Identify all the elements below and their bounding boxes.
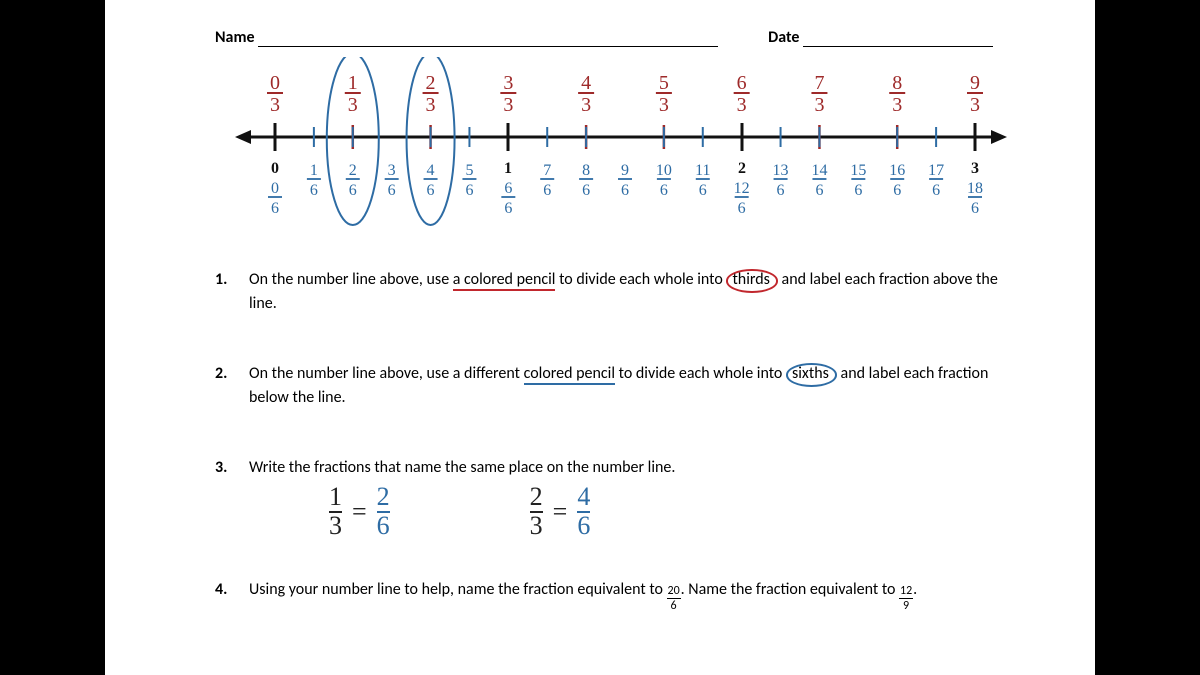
- svg-text:6: 6: [271, 200, 279, 217]
- svg-text:9: 9: [970, 72, 980, 94]
- svg-text:3: 3: [814, 94, 824, 116]
- svg-text:6: 6: [582, 182, 590, 199]
- question-3: 3. Write the fractions that name the sam…: [215, 457, 1005, 539]
- svg-text:6: 6: [465, 182, 473, 199]
- svg-text:16: 16: [889, 162, 905, 179]
- svg-text:15: 15: [850, 162, 866, 179]
- svg-text:10: 10: [656, 162, 672, 179]
- svg-text:6: 6: [504, 200, 512, 217]
- svg-text:0: 0: [270, 72, 280, 94]
- svg-text:8: 8: [892, 72, 902, 94]
- question-2: 2. On the number line above, use a diffe…: [215, 363, 1005, 409]
- svg-text:2: 2: [349, 162, 357, 179]
- svg-text:6: 6: [738, 200, 746, 217]
- svg-text:6: 6: [388, 182, 396, 199]
- svg-text:6: 6: [893, 182, 901, 199]
- question-4: 4. Using your number line to help, name …: [215, 579, 1005, 612]
- svg-text:6: 6: [737, 72, 747, 94]
- svg-text:3: 3: [970, 94, 980, 116]
- svg-text:6: 6: [854, 182, 862, 199]
- print-fraction-12-9: 129: [899, 585, 913, 612]
- svg-text:1: 1: [348, 72, 358, 94]
- svg-text:6: 6: [543, 182, 551, 199]
- svg-text:4: 4: [427, 162, 435, 179]
- svg-text:3: 3: [659, 94, 669, 116]
- svg-text:6: 6: [310, 182, 318, 199]
- name-label: Name: [215, 28, 255, 47]
- svg-text:1: 1: [310, 162, 318, 179]
- circled-thirds: thirds: [726, 269, 777, 293]
- svg-text:3: 3: [503, 94, 513, 116]
- svg-text:0: 0: [271, 180, 279, 197]
- svg-text:6: 6: [777, 182, 785, 199]
- svg-text:6: 6: [815, 182, 823, 199]
- svg-text:3: 3: [581, 94, 591, 116]
- worksheet-header: Name Date: [215, 28, 1005, 47]
- svg-text:17: 17: [928, 162, 944, 179]
- svg-text:3: 3: [270, 94, 280, 116]
- svg-text:6: 6: [504, 180, 512, 197]
- svg-text:6: 6: [660, 182, 668, 199]
- svg-text:3: 3: [971, 160, 979, 177]
- svg-text:6: 6: [932, 182, 940, 199]
- svg-text:11: 11: [695, 162, 710, 179]
- date-blank[interactable]: [803, 28, 993, 47]
- svg-text:3: 3: [737, 94, 747, 116]
- svg-text:6: 6: [699, 182, 707, 199]
- date-label: Date: [768, 28, 799, 47]
- svg-text:13: 13: [773, 162, 789, 179]
- svg-text:7: 7: [543, 162, 551, 179]
- svg-text:6: 6: [621, 182, 629, 199]
- svg-text:5: 5: [465, 162, 473, 179]
- svg-text:14: 14: [811, 162, 827, 179]
- svg-text:7: 7: [814, 72, 824, 94]
- svg-text:9: 9: [621, 162, 629, 179]
- svg-text:3: 3: [388, 162, 396, 179]
- q3-answers: 13 = 26 23 = 46: [329, 485, 1005, 538]
- svg-text:3: 3: [348, 94, 358, 116]
- svg-text:4: 4: [581, 72, 591, 94]
- svg-text:6: 6: [427, 182, 435, 199]
- svg-text:0: 0: [271, 160, 279, 177]
- svg-text:8: 8: [582, 162, 590, 179]
- svg-text:6: 6: [971, 200, 979, 217]
- svg-text:2: 2: [738, 160, 746, 177]
- svg-text:1: 1: [504, 160, 512, 177]
- svg-text:3: 3: [892, 94, 902, 116]
- svg-text:5: 5: [659, 72, 669, 94]
- print-fraction-20-6: 206: [667, 585, 681, 612]
- svg-text:6: 6: [349, 182, 357, 199]
- number-line-figure: 0123031323334353637383930616263646566676…: [215, 57, 1005, 247]
- svg-text:18: 18: [967, 180, 983, 197]
- question-1: 1. On the number line above, use a color…: [215, 269, 1005, 315]
- svg-text:3: 3: [426, 94, 436, 116]
- svg-text:12: 12: [734, 180, 750, 197]
- svg-text:2: 2: [426, 72, 436, 94]
- svg-text:3: 3: [503, 72, 513, 94]
- name-blank[interactable]: [258, 28, 718, 47]
- circled-sixths: sixths: [786, 363, 837, 387]
